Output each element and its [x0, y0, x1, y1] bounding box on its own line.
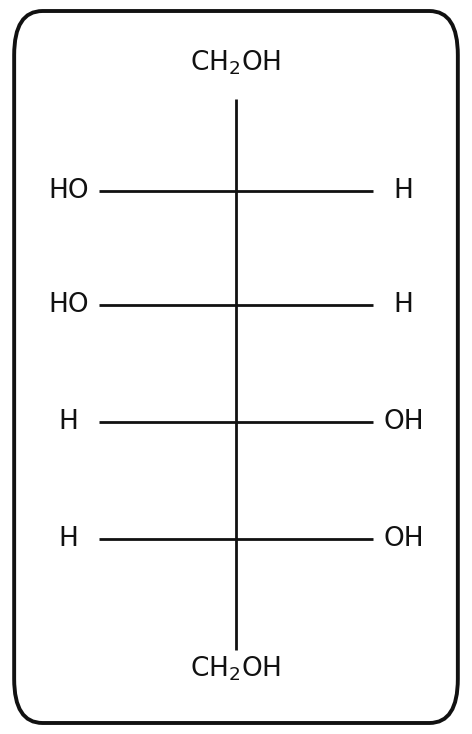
Text: H: H	[59, 526, 78, 553]
Text: HO: HO	[48, 291, 89, 318]
Text: H: H	[59, 409, 78, 435]
Text: H: H	[394, 291, 413, 318]
Text: $\mathregular{CH_2OH}$: $\mathregular{CH_2OH}$	[191, 48, 281, 77]
Text: OH: OH	[383, 526, 424, 553]
Text: HO: HO	[48, 178, 89, 204]
FancyBboxPatch shape	[14, 11, 458, 723]
Text: H: H	[394, 178, 413, 204]
Text: $\mathregular{CH_2OH}$: $\mathregular{CH_2OH}$	[191, 654, 281, 683]
Text: OH: OH	[383, 409, 424, 435]
